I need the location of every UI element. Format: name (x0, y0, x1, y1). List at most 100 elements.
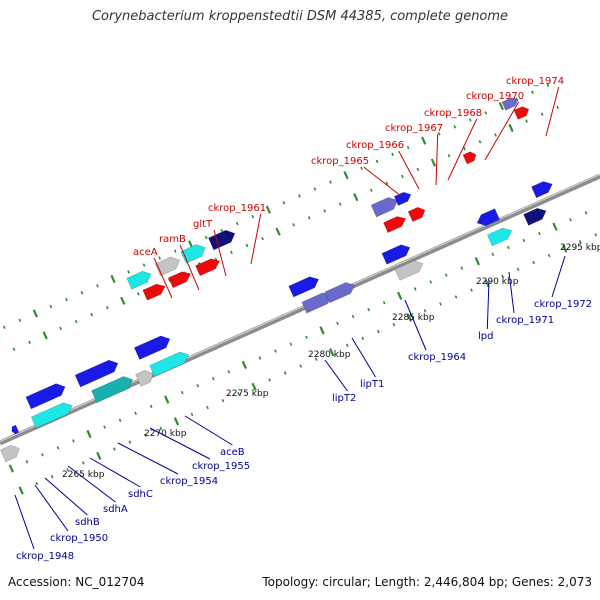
gene-arrow (462, 151, 477, 165)
gene-arrow (324, 282, 356, 304)
scale-tick (221, 398, 225, 403)
scale-tick (453, 125, 457, 129)
scale-tick (343, 171, 349, 180)
scale-tick (230, 250, 233, 255)
scale-tick (525, 119, 528, 123)
scale-tick (90, 312, 94, 317)
gene-arrow (381, 244, 411, 265)
scale-tick (59, 326, 63, 331)
scale-tick (501, 274, 504, 278)
gene-arrow (0, 444, 20, 463)
scale-tick (562, 244, 568, 253)
scale-tick (391, 152, 394, 157)
scale-tick (375, 159, 379, 164)
scale-tick (128, 440, 132, 444)
label-leader-line (153, 257, 173, 299)
scale-tick (478, 140, 482, 144)
scale-tick (307, 216, 311, 220)
scale-tick (547, 253, 551, 258)
scale-tick (329, 180, 332, 184)
scale-tick (136, 292, 140, 296)
scale-tick (220, 228, 224, 233)
gene-arrow (501, 97, 519, 111)
label-leader-line (324, 359, 348, 392)
scale-tick (494, 133, 497, 137)
scale-tick (42, 331, 48, 340)
label-leader-line (398, 150, 420, 190)
scale-tick (227, 370, 231, 374)
scale-tick (41, 453, 44, 457)
gene-label-ckrop_1948: ckrop_1948 (16, 551, 74, 562)
scale-label: 2275 kbp (226, 389, 269, 399)
gene-label-ckrop_1964: ckrop_1964 (408, 352, 466, 363)
gene-arrow (91, 376, 134, 403)
scale-tick (127, 270, 130, 274)
scale-tick (454, 295, 458, 299)
gene-label-acea: aceA (133, 247, 158, 258)
gene-arrow (74, 359, 119, 388)
scale-tick (282, 201, 286, 205)
label-leader-line (404, 299, 427, 351)
gene-arrow (476, 208, 500, 227)
genome-backbone (0, 173, 600, 446)
scale-tick (329, 348, 335, 357)
scale-tick (283, 371, 287, 375)
scale-tick (538, 231, 541, 236)
scale-tick (50, 474, 54, 479)
scale-tick (353, 193, 359, 202)
label-leader-line (14, 494, 35, 550)
gene-arrow (208, 229, 236, 251)
scale-tick (2, 325, 6, 329)
scale-tick (498, 101, 504, 111)
genome-summary: Topology: circular; Length: 2,446,804 bp… (262, 575, 592, 589)
map-title: Corynebacterium kroppenstedtii DSM 44385… (91, 9, 509, 24)
scale-tick (96, 284, 99, 288)
scale-tick (164, 395, 170, 404)
label-leader-line (486, 279, 490, 330)
scale-tick (28, 340, 31, 344)
scale-tick (507, 245, 510, 250)
label-leader-line (184, 415, 233, 446)
gene-label-ckrop_1950: ckrop_1950 (50, 533, 108, 544)
scale-tick (392, 322, 396, 327)
label-leader-line (89, 457, 141, 488)
label-leader-line (551, 255, 566, 298)
scale-tick (120, 296, 126, 305)
scale-tick (474, 257, 480, 266)
scale-tick (204, 235, 208, 240)
scale-tick (251, 382, 257, 391)
scale-tick (447, 153, 451, 158)
scale-tick (241, 360, 247, 370)
gene-arrow (531, 181, 553, 199)
scale-tick (96, 451, 102, 461)
scale-tick (540, 112, 544, 116)
scale-tick (142, 263, 146, 267)
scale-tick (56, 446, 60, 450)
label-leader-line (34, 484, 69, 532)
gene-arrow (393, 191, 412, 206)
scale-tick (360, 166, 363, 170)
label-leader-line (250, 213, 262, 265)
accession-label: Accession: NC_012704 (8, 575, 145, 589)
scale-tick (401, 174, 404, 179)
scale-tick (470, 288, 473, 292)
gene-arrow (180, 244, 206, 264)
scale-tick (385, 181, 389, 185)
scale-tick (416, 167, 420, 172)
scale-tick (323, 209, 327, 213)
scale-tick (578, 239, 582, 244)
scale-tick (245, 243, 249, 248)
scale-tick (556, 105, 560, 109)
scale-tick (49, 304, 53, 309)
label-leader-line (67, 465, 116, 503)
scale-tick (8, 464, 15, 473)
scale-tick (190, 412, 194, 417)
scale-tick (265, 205, 271, 214)
scale-tick (369, 188, 373, 192)
scale-tick (413, 287, 417, 291)
scale-tick (546, 83, 550, 88)
scale-tick (18, 318, 22, 323)
label-leader-line (545, 86, 560, 137)
scale-tick (299, 364, 303, 368)
